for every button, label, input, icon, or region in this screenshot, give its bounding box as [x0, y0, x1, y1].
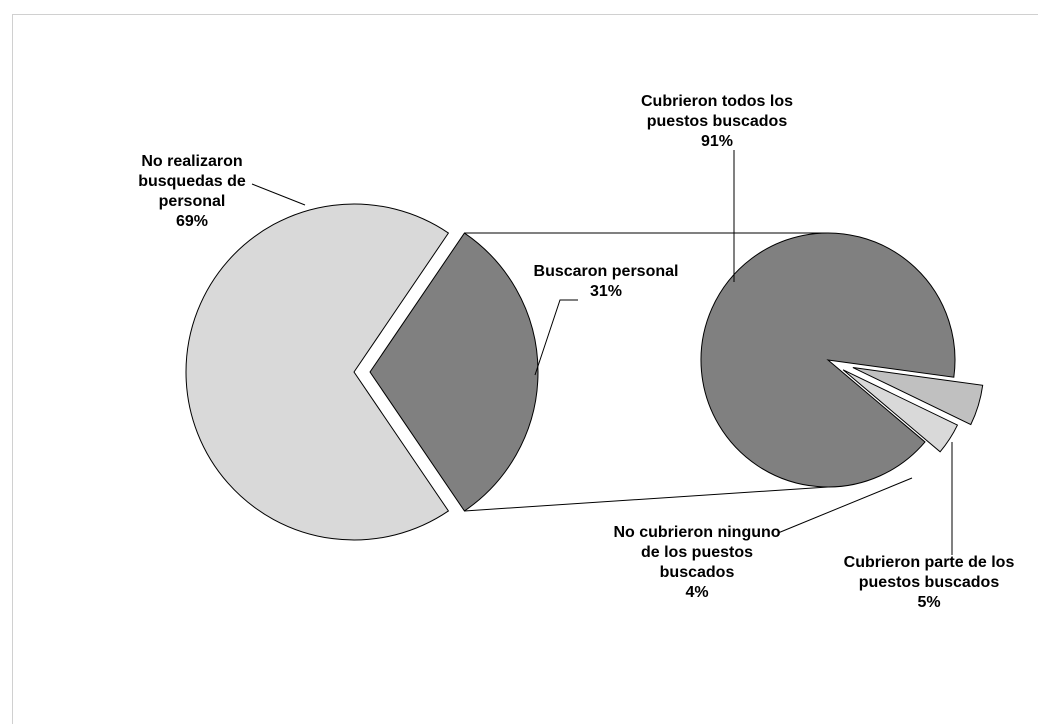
label-buscaron-personal-leader	[535, 300, 578, 375]
label-cubrieron-parte-de-los-puestos-buscados-line-2: puestos buscados	[859, 574, 1000, 591]
label-no-realizaron-busquedas-de-personal-line-2: busquedas de	[138, 173, 246, 190]
connector-line-bottom	[464, 487, 828, 511]
label-buscaron-personal-line-2: 31%	[590, 283, 622, 300]
label-no-realizaron-busquedas-de-personal-line-1: No realizaron	[141, 153, 242, 170]
label-cubrieron-parte-de-los-puestos-buscados-line-1: Cubrieron parte de los	[844, 554, 1015, 571]
label-no-cubrieron-ninguno-de-los-puestos-buscados-line-4: 4%	[685, 584, 708, 601]
secondary-pie	[701, 233, 983, 487]
label-cubrieron-parte-de-los-puestos-buscados-line-3: 5%	[917, 594, 940, 611]
label-no-realizaron-busquedas-de-personal-leader	[252, 184, 305, 205]
label-no-cubrieron-ninguno-de-los-puestos-buscados-line-3: buscados	[660, 564, 735, 581]
label-no-realizaron-busquedas-de-personal-line-4: 69%	[176, 213, 208, 230]
label-no-cubrieron-ninguno-de-los-puestos-buscados-line-2: de los puestos	[641, 544, 753, 561]
main-pie	[186, 204, 538, 540]
label-buscaron-personal-line-1: Buscaron personal	[534, 263, 679, 280]
label-no-cubrieron-ninguno-de-los-puestos-buscados-line-1: No cubrieron ninguno	[613, 524, 780, 541]
label-cubrieron-todos-los-puestos-buscados-line-3: 91%	[701, 133, 733, 150]
label-cubrieron-todos-los-puestos-buscados-line-2: puestos buscados	[647, 113, 788, 130]
label-cubrieron-todos-los-puestos-buscados-line-1: Cubrieron todos los	[641, 93, 793, 110]
label-no-realizaron-busquedas-de-personal-line-3: personal	[159, 193, 226, 210]
slice-cubrieron-todos-los-puestos-buscados	[701, 233, 955, 487]
